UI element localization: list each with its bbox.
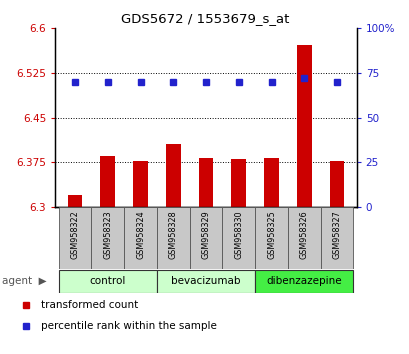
Bar — [198, 158, 213, 207]
Bar — [231, 159, 245, 207]
Text: GSM958325: GSM958325 — [266, 210, 275, 259]
Text: GDS5672 / 1553679_s_at: GDS5672 / 1553679_s_at — [121, 12, 288, 25]
Text: GSM958329: GSM958329 — [201, 210, 210, 259]
FancyBboxPatch shape — [58, 207, 91, 269]
Text: GSM958326: GSM958326 — [299, 210, 308, 259]
FancyBboxPatch shape — [189, 207, 222, 269]
Bar — [263, 158, 278, 207]
Text: GSM958330: GSM958330 — [234, 210, 243, 259]
FancyBboxPatch shape — [124, 207, 157, 269]
Text: percentile rank within the sample: percentile rank within the sample — [41, 321, 216, 331]
Text: agent  ▶: agent ▶ — [2, 276, 47, 286]
FancyBboxPatch shape — [157, 269, 254, 293]
Text: control: control — [89, 276, 126, 286]
FancyBboxPatch shape — [287, 207, 320, 269]
FancyBboxPatch shape — [254, 207, 287, 269]
Text: GSM958324: GSM958324 — [136, 210, 145, 259]
FancyBboxPatch shape — [320, 207, 353, 269]
Text: dibenzazepine: dibenzazepine — [266, 276, 341, 286]
Bar — [296, 45, 311, 207]
Text: GSM958327: GSM958327 — [332, 210, 341, 259]
Bar — [67, 195, 82, 207]
Text: transformed count: transformed count — [41, 299, 138, 310]
Bar — [133, 161, 148, 207]
FancyBboxPatch shape — [58, 269, 157, 293]
FancyBboxPatch shape — [157, 207, 189, 269]
Bar — [100, 156, 115, 207]
FancyBboxPatch shape — [254, 269, 353, 293]
Text: GSM958323: GSM958323 — [103, 210, 112, 259]
Text: bevacizumab: bevacizumab — [171, 276, 240, 286]
Text: GSM958322: GSM958322 — [70, 210, 79, 259]
Text: GSM958328: GSM958328 — [169, 210, 178, 259]
Bar — [329, 161, 344, 207]
Bar — [166, 144, 180, 207]
FancyBboxPatch shape — [91, 207, 124, 269]
FancyBboxPatch shape — [222, 207, 254, 269]
